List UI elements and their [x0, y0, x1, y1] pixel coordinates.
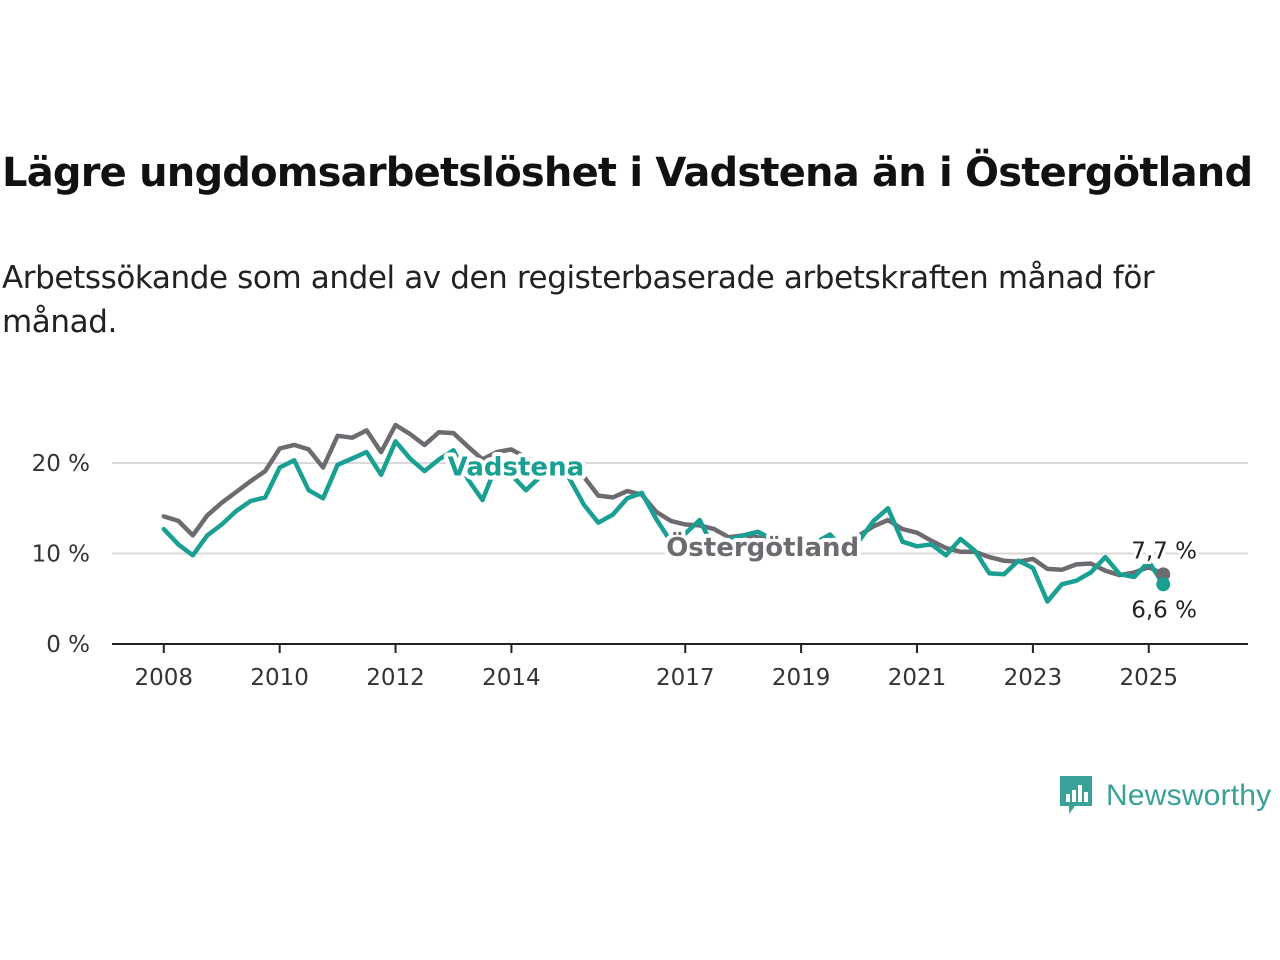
- x-tick-label: 2025: [1119, 665, 1178, 691]
- x-tick-label: 2023: [1004, 665, 1063, 691]
- x-tick-label: 2019: [772, 665, 831, 691]
- y-tick-label: 10 %: [32, 542, 90, 568]
- gridlines: [112, 462, 1248, 555]
- x-tick-label: 2021: [888, 665, 947, 691]
- x-tick-label: 2017: [656, 665, 715, 691]
- x-tick-label: 2012: [366, 665, 425, 691]
- series-end-label: 7,7 %: [1131, 538, 1197, 564]
- chart-subtitle: Arbetssökande som andel av den registerb…: [2, 260, 1155, 340]
- series-end-dot: [1156, 577, 1171, 592]
- x-tick-label: 2014: [482, 665, 541, 691]
- x-tick-label: 2010: [250, 665, 309, 691]
- newsworthy-logo-icon: [1060, 776, 1092, 814]
- series-lines: [161, 422, 1166, 604]
- series-line-vadstena: [161, 439, 1166, 604]
- series-line--sterg-tland: [161, 422, 1166, 578]
- series-name-label: Vadstena: [448, 453, 584, 483]
- brand-name: Newsworthy: [1106, 779, 1272, 812]
- series-end-dot: [1156, 567, 1171, 582]
- line-chart: 0 % 10 % 20 % 2008 2010 2012 2014 2017 2019 2021 2…: [32, 422, 1248, 691]
- y-tick-label: 0 %: [46, 632, 90, 658]
- chart-title: Lägre ungdomsarbetslöshet i Vadstena än …: [2, 150, 1253, 196]
- series-end-label: 6,6 %: [1131, 597, 1197, 623]
- axes: 0 % 10 % 20 % 2008 2010 2012 2014 2017 2019 2021 2…: [32, 451, 1248, 691]
- newsworthy-brand[interactable]: Newsworthy: [1058, 774, 1271, 818]
- series-labels: 7,7 % 6,6 % Vadstena Östergötland: [444, 449, 1200, 627]
- y-tick-label: 20 %: [32, 451, 90, 477]
- series-name-label: Östergötland: [666, 530, 859, 563]
- x-tick-label: 2008: [135, 665, 194, 691]
